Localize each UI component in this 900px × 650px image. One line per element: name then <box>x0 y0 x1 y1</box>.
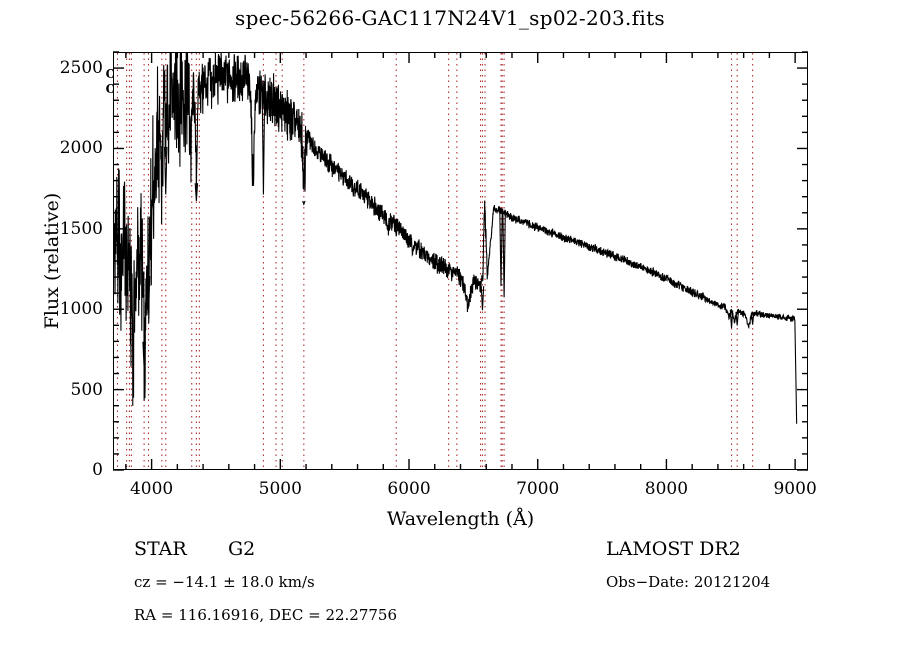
y-tick-label: 0 <box>92 460 103 480</box>
y-tick-label: 2500 <box>59 58 103 79</box>
footer-object-type: STAR <box>134 538 187 560</box>
absorption-spike-5175 <box>302 200 306 206</box>
y-tick-label: 2000 <box>59 138 103 159</box>
x-tick-label: 5000 <box>258 479 302 499</box>
footer-cz: cz = −14.1 ± 18.0 km/s <box>134 573 315 591</box>
y-tick-label: 1000 <box>59 299 103 320</box>
spectrum-svg <box>114 53 798 469</box>
absorption-spike-6731 <box>502 213 506 298</box>
absorption-spike-4861 <box>261 95 266 195</box>
absorption-spike-3934 <box>142 341 146 369</box>
absorption-spike-3968 <box>146 276 151 314</box>
x-tick-label: 8000 <box>644 479 689 499</box>
x-tick-label: 4000 <box>129 479 174 499</box>
absorption-spike-5893 <box>394 223 398 237</box>
absorption-spike-4102 <box>163 146 168 195</box>
absorption-spike-8662 <box>750 312 755 325</box>
spectrum-trace <box>114 53 798 424</box>
footer-spectral-class: G2 <box>228 538 256 560</box>
x-tick-label: 9000 <box>773 479 817 499</box>
absorption-spike-8542 <box>735 311 739 326</box>
y-tick-label: 1500 <box>59 218 103 239</box>
footer-obs-date: Obs−Date: 20121204 <box>606 573 771 591</box>
absorption-spike-4340 <box>194 183 199 201</box>
y-tick-label: 500 <box>70 379 103 400</box>
y-axis-label: Flux (relative) <box>40 52 64 470</box>
absorption-spike-6563 <box>480 286 485 311</box>
absorption-spike-6707 <box>499 211 503 287</box>
x-axis-label: Wavelength (Å) <box>386 508 535 530</box>
x-tick-label: 7000 <box>516 479 560 499</box>
footer-survey: LAMOST DR2 <box>606 538 741 560</box>
footer-coordinates: RA = 116.16916, DEC = 22.27756 <box>134 606 398 624</box>
spectrum-plot-area[interactable] <box>113 52 808 470</box>
absorption-spike-8498 <box>729 310 734 328</box>
x-tick-label: 6000 <box>387 479 431 499</box>
page-title: spec-56266-GAC117N24V1_sp02-203.fits <box>235 6 665 30</box>
